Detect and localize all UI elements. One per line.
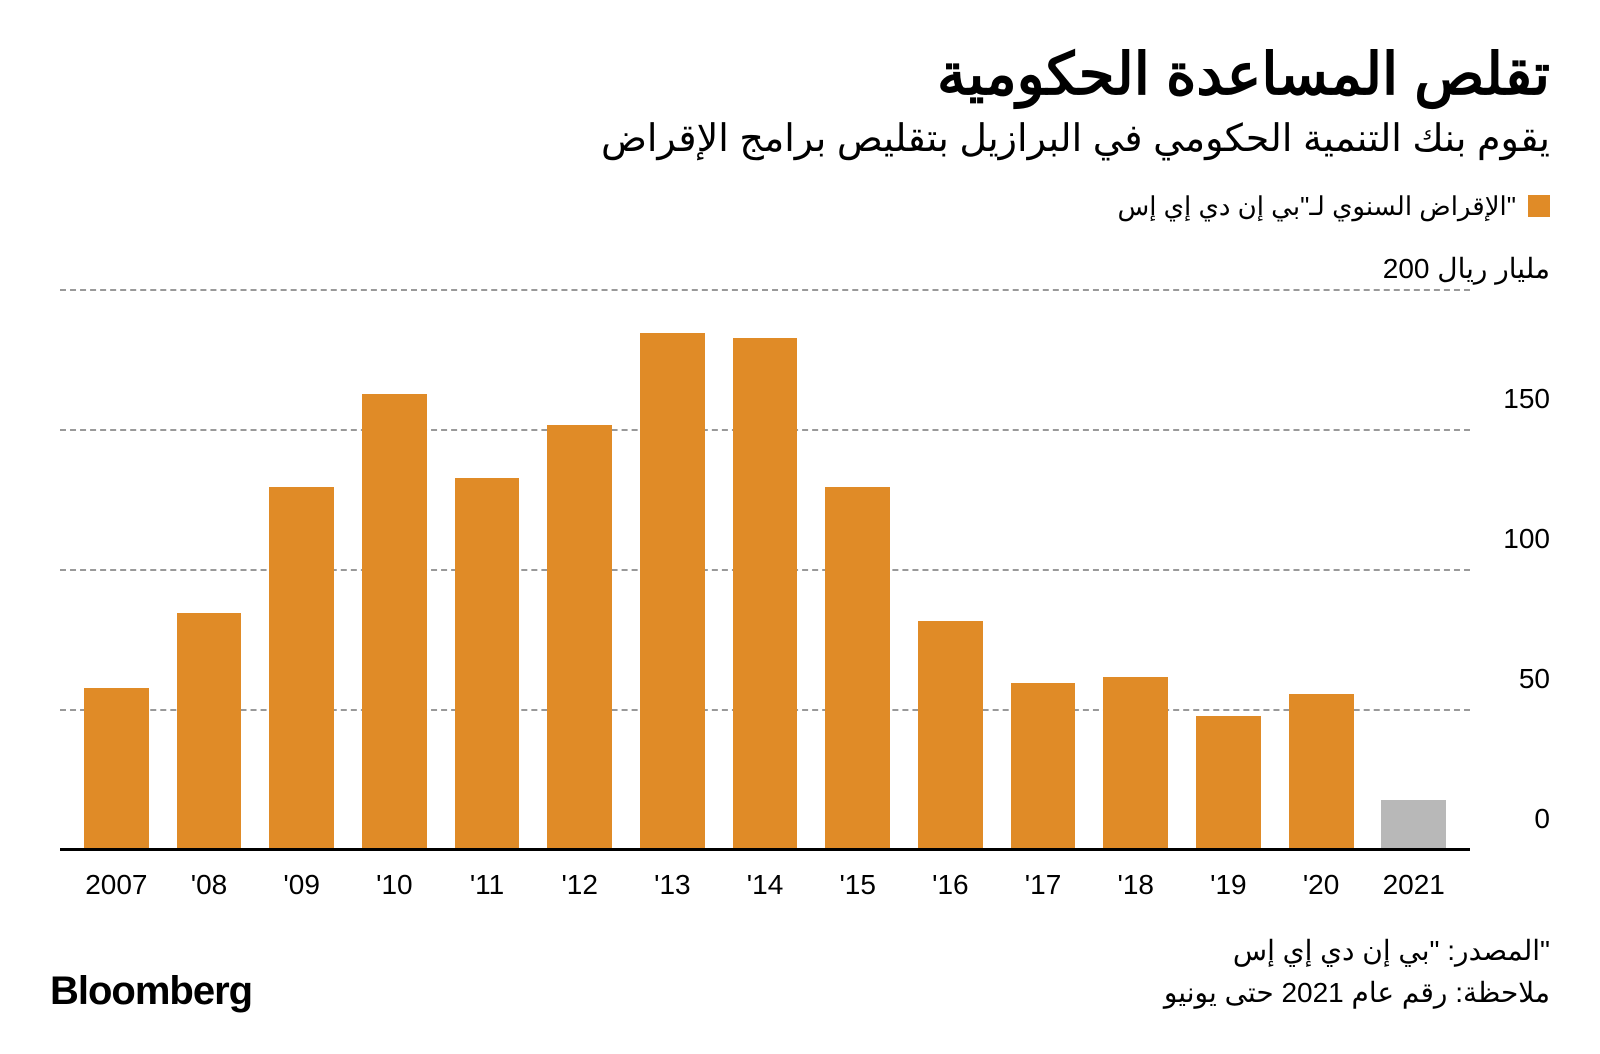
- bar: [1196, 716, 1261, 850]
- note-line: ملاحظة: رقم عام 2021 حتى يونيو: [1164, 972, 1550, 1014]
- y-tick-label: 50: [1480, 663, 1550, 695]
- x-tick-label: '13: [626, 869, 719, 901]
- x-tick-label: '12: [533, 869, 626, 901]
- brand-logo: Bloomberg: [50, 969, 252, 1014]
- bar: [84, 688, 149, 850]
- y-tick-label: 150: [1480, 383, 1550, 415]
- bar-slot: [626, 291, 719, 851]
- x-tick-label: '18: [1089, 869, 1182, 901]
- bar-slot: [1182, 291, 1275, 851]
- legend-swatch: [1528, 195, 1550, 217]
- footer-notes: المصدر: "بي إن دي إي إس" ملاحظة: رقم عام…: [1164, 930, 1550, 1014]
- bar-slot: [533, 291, 626, 851]
- bar-slot: [1089, 291, 1182, 851]
- bar: [1381, 800, 1446, 850]
- bar: [733, 338, 798, 850]
- x-tick-label: '20: [1275, 869, 1368, 901]
- bar: [269, 487, 334, 851]
- x-tick-label: 2021: [1367, 869, 1460, 901]
- y-tick-label: 100: [1480, 523, 1550, 555]
- bar-slot: [997, 291, 1090, 851]
- x-tick-label: '19: [1182, 869, 1275, 901]
- bar-slot: [163, 291, 256, 851]
- bar: [640, 333, 705, 851]
- bar-slot: [1367, 291, 1460, 851]
- bar: [1103, 677, 1168, 851]
- bar-slot: [255, 291, 348, 851]
- bar: [1289, 694, 1354, 851]
- legend: الإقراض السنوي لـ"بي إن دي إي إس": [50, 191, 1550, 222]
- bar: [918, 621, 983, 851]
- x-tick-label: '16: [904, 869, 997, 901]
- x-tick-label: '14: [719, 869, 812, 901]
- bars-group: [60, 291, 1470, 851]
- x-axis-labels: 2007'08'09'10'11'12'13'14'15'16'17'18'19…: [60, 851, 1470, 901]
- plot: 050100150: [60, 291, 1470, 851]
- bar: [362, 394, 427, 850]
- y-max-label: 200 مليار ريال: [50, 252, 1550, 285]
- footer: Bloomberg المصدر: "بي إن دي إي إس" ملاحظ…: [50, 930, 1550, 1014]
- bar-slot: [904, 291, 997, 851]
- bar-slot: [441, 291, 534, 851]
- bar: [177, 613, 242, 851]
- chart-subtitle: يقوم بنك التنمية الحكومي في البرازيل بتق…: [50, 116, 1550, 161]
- x-tick-label: '17: [997, 869, 1090, 901]
- bar: [825, 487, 890, 851]
- x-tick-label: '08: [163, 869, 256, 901]
- bar-slot: [70, 291, 163, 851]
- legend-label: الإقراض السنوي لـ"بي إن دي إي إس": [1118, 191, 1517, 222]
- x-tick-label: 2007: [70, 869, 163, 901]
- x-tick-label: '11: [441, 869, 534, 901]
- chart-plot-area: 050100150: [60, 291, 1470, 851]
- bar-slot: [719, 291, 812, 851]
- chart-container: تقلص المساعدة الحكومية يقوم بنك التنمية …: [0, 0, 1600, 1054]
- chart-title: تقلص المساعدة الحكومية: [50, 40, 1550, 110]
- bar: [547, 425, 612, 851]
- y-tick-label: 0: [1480, 803, 1550, 835]
- bar-slot: [348, 291, 441, 851]
- source-line: المصدر: "بي إن دي إي إس": [1164, 930, 1550, 972]
- bar-slot: [1275, 291, 1368, 851]
- x-tick-label: '15: [811, 869, 904, 901]
- x-tick-label: '10: [348, 869, 441, 901]
- x-tick-label: '09: [255, 869, 348, 901]
- baseline: [60, 848, 1470, 851]
- bar: [1011, 683, 1076, 851]
- bar: [455, 478, 520, 850]
- bar-slot: [811, 291, 904, 851]
